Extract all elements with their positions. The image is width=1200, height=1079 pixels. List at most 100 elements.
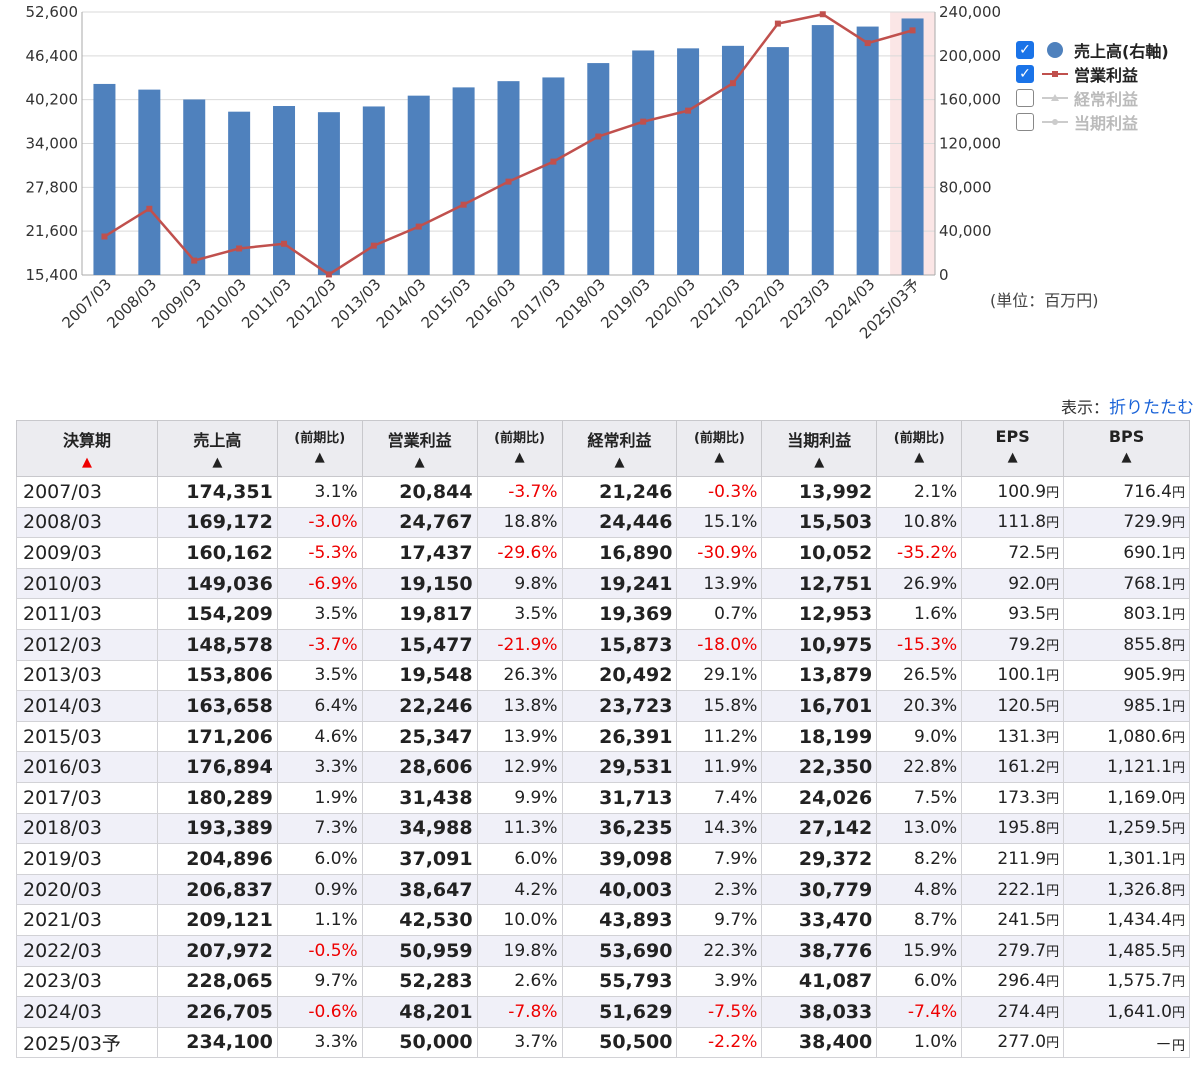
ordinary-profit-change-cell: 3.9% [676, 965, 763, 998]
bps-cell: 729.9円 [1063, 506, 1190, 539]
sort-arrow-icon[interactable]: ▲ [614, 455, 625, 470]
period-cell-value: 2009/03 [23, 541, 102, 564]
net-profit-cell-value: 12,751 [798, 572, 873, 595]
legend-item-operating-profit[interactable]: ✓ 営業利益 [1016, 62, 1169, 86]
sales-change-cell: 3.5% [276, 659, 363, 692]
operating-profit-change-cell: 10.0% [476, 904, 563, 936]
net-profit-cell-value: 13,992 [798, 480, 873, 503]
sort-arrow-icon[interactable]: ▲ [314, 450, 325, 465]
operating-profit-cell-value: 17,437 [399, 541, 473, 564]
sales-bar [542, 77, 565, 275]
ordinary-profit-cell-value: 51,629 [599, 1000, 673, 1023]
sort-arrow-icon[interactable]: ▲ [81, 455, 92, 470]
legend-checkbox-sales[interactable]: ✓ [1016, 41, 1034, 59]
bps-cell: 768.1円 [1063, 567, 1190, 600]
sort-arrow-icon[interactable]: ▲ [714, 450, 725, 465]
period-cell-value: 2012/03 [23, 633, 102, 656]
sales-cell-value: 174,351 [186, 480, 273, 503]
ordinary-profit-cell: 19,369 [561, 598, 678, 630]
operating-profit-change-cell-value: 13.8% [503, 695, 558, 716]
operating-profit-change-cell-value: -3.7% [508, 481, 558, 502]
table-header-row: 決算期 ▲ 売上高 ▲ (前期比) ▲ 営業利益 ▲ (前期比) ▲ 経常利益 ▲ (前期比) ▲ 当期利益… [16, 420, 1190, 477]
operating-profit-change-cell-value: -7.8% [508, 1001, 558, 1022]
net-profit-cell-value: 30,779 [798, 878, 873, 901]
bps-cell: 1,575.7円 [1063, 965, 1190, 998]
sales-bar [632, 50, 655, 275]
column-header[interactable]: 売上高 ▲ [156, 420, 278, 477]
column-header[interactable]: EPS ▲ [961, 420, 1065, 477]
legend-item-sales[interactable]: ✓ 売上高(右軸) [1016, 38, 1169, 62]
sort-arrow-icon[interactable]: ▲ [1121, 450, 1132, 465]
sales-bar [721, 45, 744, 275]
ordinary-profit-cell: 15,873 [561, 628, 678, 661]
sales-change-cell: 9.7% [276, 965, 363, 998]
sort-arrow-icon[interactable]: ▲ [414, 455, 425, 470]
ordinary-profit-change-cell: 13.9% [676, 567, 763, 600]
sort-arrow-icon[interactable]: ▲ [514, 450, 525, 465]
sort-arrow-icon[interactable]: ▲ [1007, 450, 1018, 465]
column-header[interactable]: (前期比) ▲ [676, 420, 763, 477]
sales-change-cell: -0.5% [276, 934, 363, 967]
net-profit-cell: 15,503 [761, 506, 878, 539]
column-header[interactable]: 決算期 ▲ [16, 420, 158, 477]
sales-change-cell: -3.0% [276, 506, 363, 539]
ordinary-profit-change-cell: 15.1% [676, 506, 763, 539]
ordinary-profit-cell-value: 55,793 [599, 970, 673, 993]
column-header[interactable]: 経常利益 ▲ [561, 420, 678, 477]
column-header[interactable]: BPS ▲ [1063, 420, 1190, 477]
column-header[interactable]: 当期利益 ▲ [761, 420, 878, 477]
sort-arrow-icon[interactable]: ▲ [914, 450, 925, 465]
ordinary-profit-change-cell-value: 11.2% [703, 726, 758, 747]
operating-profit-point [819, 11, 826, 18]
bps-cell-value: 729.9 [1123, 512, 1172, 533]
sales-bar [452, 87, 475, 276]
net-profit-change-cell-value: 6.0% [913, 971, 958, 992]
ordinary-profit-change-cell-value: 11.9% [703, 757, 758, 778]
sales-change-cell-value: 3.5% [314, 665, 358, 686]
yen-unit: 円 [1046, 608, 1060, 624]
column-header[interactable]: (前期比) ▲ [476, 420, 563, 477]
legend-checkbox-net-profit[interactable] [1016, 113, 1034, 131]
sales-cell: 226,705 [156, 996, 278, 1028]
period-cell-value: 2010/03 [23, 572, 102, 595]
net-profit-cell: 22,350 [761, 751, 878, 783]
ordinary-profit-cell: 31,713 [561, 781, 678, 814]
sales-bar [497, 81, 520, 275]
sort-arrow-icon[interactable]: ▲ [212, 455, 223, 470]
left-tick-label: 52,600 [26, 3, 79, 21]
legend-label-net-profit: 当期利益 [1074, 114, 1139, 133]
collapse-link[interactable]: 折りたたむ [1109, 398, 1194, 418]
net-profit-change-cell: 4.8% [876, 873, 963, 906]
yen-unit: 円 [1046, 1036, 1060, 1052]
net-profit-cell-value: 10,052 [798, 541, 873, 564]
legend-checkbox-operating-profit[interactable]: ✓ [1016, 65, 1034, 83]
column-header[interactable]: 営業利益 ▲ [361, 420, 478, 477]
bps-cell-value: 768.1 [1123, 573, 1172, 594]
bps-cell-value: 1,485.5 [1107, 940, 1172, 961]
ordinary-profit-change-cell: 29.1% [676, 659, 763, 692]
legend-checkbox-ordinary-profit[interactable] [1016, 89, 1034, 107]
column-header[interactable]: (前期比) ▲ [276, 420, 363, 477]
sales-cell: 193,389 [156, 812, 278, 845]
column-header[interactable]: (前期比) ▲ [876, 420, 963, 477]
net-profit-change-cell-value: 22.8% [903, 757, 958, 778]
sort-arrow-icon[interactable]: ▲ [814, 455, 825, 470]
operating-profit-cell: 19,817 [361, 598, 478, 630]
net-profit-cell: 33,470 [761, 904, 878, 936]
operating-profit-cell-value: 19,150 [399, 572, 473, 595]
operating-profit-cell: 50,959 [361, 934, 478, 967]
legend-item-ordinary-profit[interactable]: 経常利益 [1016, 86, 1169, 110]
sales-change-cell: -3.7% [276, 628, 363, 661]
operating-profit-point [325, 271, 332, 278]
sales-cell: 180,289 [156, 781, 278, 814]
ordinary-profit-change-cell-value: 7.9% [714, 848, 758, 869]
operating-profit-change-cell-value: 6.0% [514, 848, 558, 869]
sales-bar [587, 63, 610, 276]
table-row: 2015/03 171,206 4.6% 25,347 13.9% 26,391 11.2%… [16, 720, 1190, 753]
table-row: 2023/03 228,065 9.7% 52,283 2.6% 55,793 3.9% 41… [16, 965, 1190, 998]
bps-cell-value: 1,169.0 [1107, 787, 1172, 808]
bps-cell-value: 1,641.0 [1107, 1001, 1172, 1022]
yen-unit: 円 [1046, 791, 1060, 807]
legend-item-net-profit[interactable]: 当期利益 [1016, 110, 1169, 134]
yen-unit: 円 [1171, 608, 1185, 624]
